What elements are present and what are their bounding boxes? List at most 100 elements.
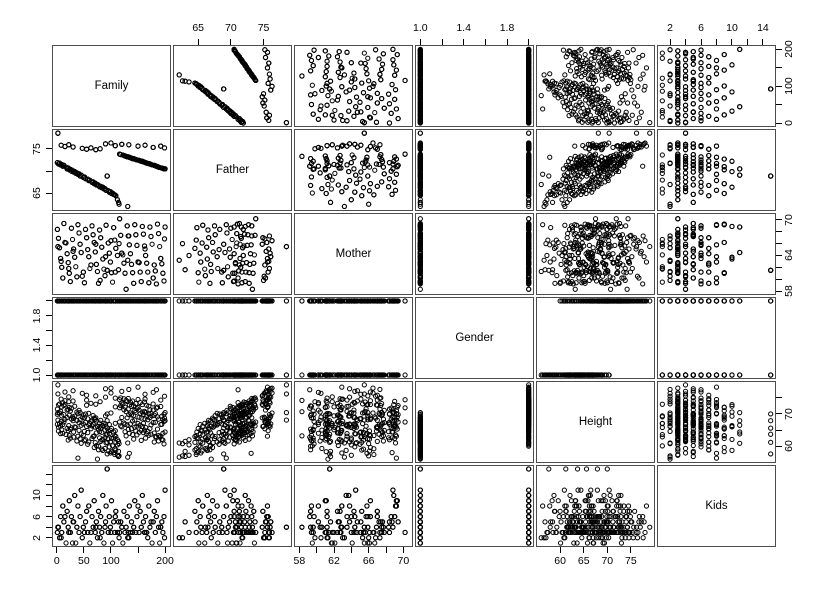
axis-tick-label-father: 75 [31,142,43,155]
scatter-panel-family-vs-height [536,45,655,127]
scatter-panel-height-vs-gender [415,381,534,463]
variable-label: Family [94,80,129,92]
scatter-canvas [416,466,533,546]
axis-tick-family [164,547,166,553]
scatter-canvas [537,130,654,210]
axis-tick-mother [333,547,335,553]
diagonal-panel-mother: Mother [294,213,413,295]
axis-tick-label-kids: 6 [698,22,704,34]
scatter-canvas [658,298,775,378]
scatter-panel-gender-vs-father [173,297,292,379]
axis-tick-gender [441,39,443,45]
axis-tick-label-mother: 64 [783,249,795,262]
scatter-canvas [174,46,291,126]
axis-tick-kids [716,39,717,45]
scatter-canvas [174,298,291,378]
axis-tick-kids [46,494,52,496]
axis-tick-mother [776,290,782,292]
scatter-canvas [537,46,654,126]
diagonal-panel-family: Family [52,45,171,127]
axis-tick-label-father: 75 [257,22,270,34]
scatter-canvas [295,466,412,546]
scatter-panel-height-vs-mother [294,381,413,463]
variable-label: Gender [455,332,494,344]
axis-tick-kids [669,39,671,45]
axis-tick-gender [46,359,52,361]
scatter-panel-father-vs-family [52,129,171,211]
axis-tick-gender [419,39,421,45]
axis-tick-mother [350,547,352,553]
axis-tick-label-height: 70 [601,555,614,567]
scatter-canvas [53,382,170,462]
axis-tick-label-mother: 62 [328,555,340,567]
diagonal-panel-gender: Gender [415,297,534,379]
scatter-canvas [416,46,533,126]
scatter-canvas [295,382,412,462]
axis-tick-gender [46,344,52,346]
axis-tick-label-kids: 14 [757,22,769,34]
scatter-panel-family-vs-mother [294,45,413,127]
scatter-canvas [53,466,170,546]
axis-tick-family [56,547,58,553]
axis-tick-kids [746,39,748,45]
scatter-panel-kids-vs-family [52,465,171,547]
scatter-canvas [658,130,775,210]
scatter-panel-kids-vs-father [173,465,292,547]
scatter-panel-gender-vs-height [536,297,655,379]
scatter-canvas [174,214,291,294]
axis-tick-mother [402,547,404,553]
axis-tick-height [776,429,782,431]
axis-tick-height [606,547,608,553]
scatter-canvas [53,298,170,378]
scatter-panel-gender-vs-kids [657,297,776,379]
axis-tick-family [776,122,782,124]
scatter-panel-height-vs-kids [657,381,776,463]
axis-tick-family [110,547,112,553]
scatter-canvas [537,466,654,546]
axis-tick-label-gender: 1.0 [413,22,428,34]
axis-tick-kids [46,505,52,507]
scatter-canvas [295,130,412,210]
scatter-canvas [416,130,533,210]
axis-tick-label-mother: 70 [397,555,410,567]
scatter-canvas [537,298,654,378]
axis-tick-label-gender: 1.4 [456,22,471,34]
axis-tick-height [776,397,782,399]
scatter-canvas [174,466,291,546]
axis-tick-gender [528,39,530,45]
axis-tick-label-family: 50 [78,555,90,567]
scatter-canvas [174,382,291,462]
scatter-panel-mother-vs-father [173,213,292,295]
scatter-panel-height-vs-family [52,381,171,463]
axis-tick-label-gender: 1.8 [499,22,515,34]
axis-tick-father [46,170,52,172]
axis-tick-kids [46,484,52,486]
axis-tick-height [630,547,632,553]
scatter-canvas [416,382,533,462]
scatter-panel-mother-vs-height [536,213,655,295]
axis-tick-label-kids: 10 [31,489,43,502]
scatter-panel-family-vs-gender [415,45,534,127]
axis-tick-family [776,104,782,106]
axis-tick-kids [46,537,52,539]
axis-tick-mother [776,231,782,233]
axis-tick-label-gender: 1.8 [31,308,43,324]
axis-tick-gender [463,39,465,45]
scatter-panel-family-vs-father [173,45,292,127]
scatter-panel-kids-vs-gender [415,465,534,547]
scatter-panel-mother-vs-family [52,213,171,295]
variable-label: Kids [705,500,728,512]
scatter-panel-kids-vs-height [536,465,655,547]
axis-tick-mother [298,547,300,553]
axis-tick-label-family: 0 [783,120,795,127]
scatter-panel-mother-vs-gender [415,213,534,295]
axis-tick-label-family: 0 [53,555,60,567]
axis-tick-mother [776,243,782,245]
axis-tick-mother [368,547,370,553]
axis-tick-family [776,85,782,87]
axis-tick-kids [700,39,702,45]
scatter-panel-father-vs-gender [415,129,534,211]
axis-tick-kids [685,39,687,45]
axis-tick-label-family: 200 [156,555,174,567]
